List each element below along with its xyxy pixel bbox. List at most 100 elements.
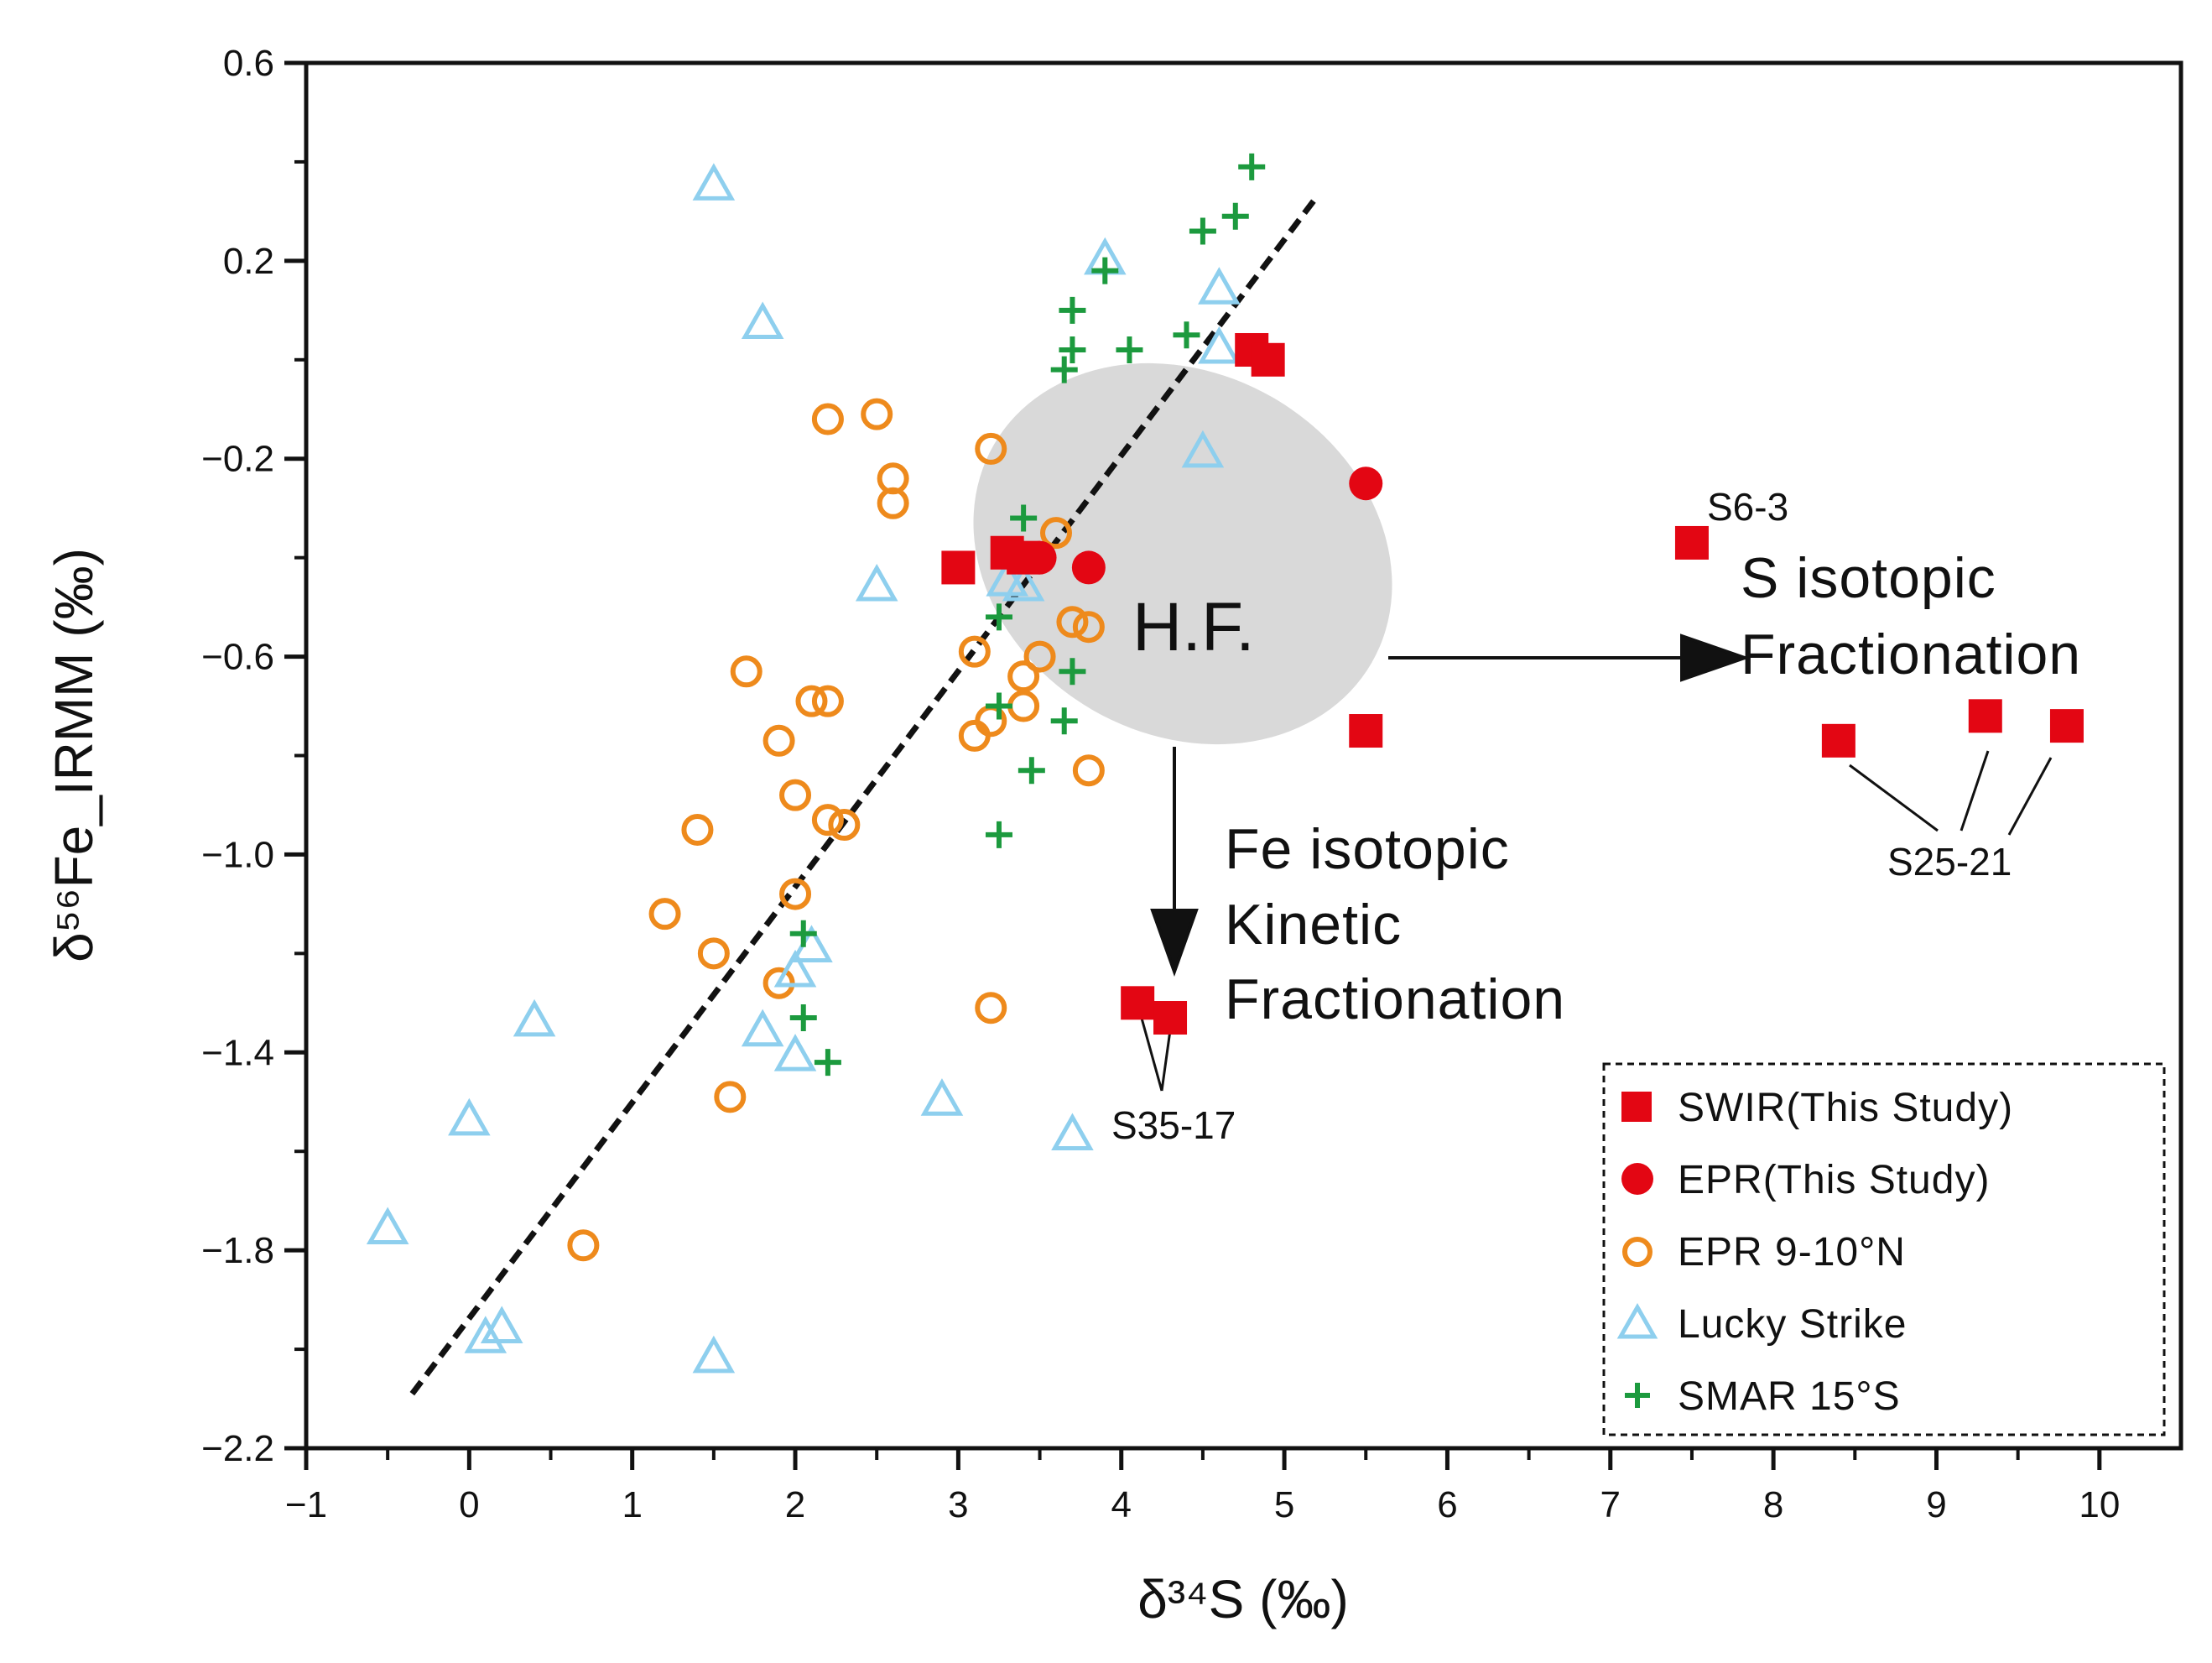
point-swir-this-study: [941, 550, 976, 585]
leader-s25-c: [2007, 757, 2053, 836]
point-lucky-strike: [773, 1034, 817, 1071]
legend-smar-marker: [1625, 1383, 1650, 1408]
x-tick-label: 1: [622, 1484, 642, 1525]
legend-smar-label: SMAR 15°S: [1678, 1374, 1901, 1419]
point-epr-9-10-n: [697, 937, 730, 970]
point-smar-15-s: [985, 692, 1012, 720]
point-epr-9-10-n: [1072, 754, 1105, 787]
point-smar-15-s: [1059, 296, 1086, 324]
point-lucky-strike: [692, 1335, 736, 1374]
point-smar-15-s: [1173, 321, 1200, 349]
point-smar-15-s: [1010, 504, 1038, 532]
point-epr-9-10-n: [648, 898, 681, 931]
point-epr-9-10-n: [779, 779, 812, 811]
point-lucky-strike: [773, 949, 817, 988]
y-tick-label: −2.2: [201, 1428, 274, 1469]
point-smar-15-s: [985, 821, 1012, 848]
x-tick-label: 5: [1274, 1484, 1294, 1525]
point-smar-15-s: [814, 1049, 841, 1077]
legend-swir-marker: [1621, 1092, 1652, 1122]
point-epr-9-10-n: [567, 1229, 600, 1262]
point-smar-15-s: [1091, 257, 1119, 284]
s-fractionation-label-line2: Fractionation: [1741, 623, 2081, 686]
point-epr-9-10-n: [811, 804, 844, 837]
point-smar-15-s: [1189, 217, 1216, 245]
point-epr-9-10-n: [730, 655, 762, 688]
point-swir-this-study: [1251, 342, 1285, 377]
point-smar-15-s: [1059, 336, 1086, 363]
point-epr-9-10-n: [1007, 660, 1040, 693]
point-swir-this-study: [2049, 709, 2084, 743]
point-swir-this-study: [1821, 723, 1855, 758]
point-lucky-strike: [464, 1316, 507, 1353]
point-epr-9-10-n: [762, 724, 795, 757]
point-swir-this-study: [1349, 714, 1383, 748]
fe-arrowhead: [1150, 909, 1199, 977]
point-epr-9-10-n: [975, 432, 1007, 465]
point-smar-15-s: [789, 920, 817, 947]
point-epr-9-10-n: [1040, 517, 1072, 550]
point-lucky-strike: [1198, 326, 1241, 364]
point-swir-this-study: [1007, 540, 1041, 575]
data-points: [366, 153, 2084, 1374]
point-smar-15-s: [1238, 153, 1266, 180]
x-tick-label: 3: [948, 1484, 968, 1525]
point-epr-9-10-n: [1056, 606, 1089, 639]
point-epr-9-10-n: [1072, 611, 1105, 644]
s-fractionation-label-line1: S isotopic: [1741, 546, 1996, 610]
point-epr-9-10-n: [795, 685, 828, 717]
point-smar-15-s: [1050, 707, 1078, 735]
legend-epr9-marker: [1622, 1237, 1652, 1267]
point-lucky-strike: [1198, 267, 1241, 305]
point-epr-this-study: [1071, 550, 1106, 585]
point-swir-this-study: [1121, 986, 1155, 1020]
point-epr-9-10-n: [877, 487, 909, 519]
legend-swir-label: SWIR(This Study): [1678, 1086, 2013, 1130]
y-tick-label: 0.6: [223, 43, 274, 84]
x-tick-label: 7: [1600, 1484, 1621, 1525]
point-lucky-strike: [692, 163, 736, 201]
legend-epr-marker: [1621, 1163, 1653, 1195]
annotation-arrows: [1150, 633, 1751, 977]
legend-lucky-marker: [1616, 1302, 1658, 1339]
legend: SWIR(This Study) EPR(This Study) EPR 9-1…: [1602, 1062, 2166, 1436]
point-smar-15-s: [1050, 356, 1078, 383]
hf-label: H.F.: [1132, 589, 1255, 665]
legend-box: [1602, 1062, 2166, 1436]
y-tick-label: 0.2: [223, 241, 274, 282]
y-tick-label: −0.2: [201, 439, 274, 480]
point-smar-15-s: [1221, 202, 1249, 230]
s-arrowhead: [1680, 633, 1751, 682]
point-epr-9-10-n: [1023, 640, 1056, 673]
point-smar-15-s: [1116, 336, 1143, 363]
x-tick-label: −1: [285, 1484, 327, 1525]
legend-lucky-label: Lucky Strike: [1678, 1302, 1907, 1347]
point-lucky-strike: [741, 301, 784, 340]
fe-fractionation-label-line2: Kinetic: [1225, 893, 1402, 957]
point-swir-this-study: [1674, 525, 1709, 560]
x-tick-label: 10: [2079, 1484, 2120, 1525]
point-epr-9-10-n: [811, 685, 844, 717]
y-tick-label: −0.6: [201, 637, 274, 678]
y-tick-label: −1.0: [201, 834, 274, 875]
fe-fractionation-label-line1: Fe isotopic: [1225, 817, 1510, 881]
x-tick-label: 8: [1763, 1484, 1783, 1525]
x-axis-title: δ³⁴S (‰): [1137, 1569, 1349, 1629]
fe-fractionation-label-line3: Fractionation: [1225, 967, 1565, 1031]
y-tick-label: −1.4: [201, 1032, 274, 1073]
point-epr-9-10-n: [779, 878, 812, 910]
sample-label-s6-3: S6-3: [1707, 485, 1788, 529]
point-smar-15-s: [985, 603, 1012, 631]
leader-lines: [1139, 750, 2053, 1092]
point-lucky-strike: [480, 1306, 523, 1343]
point-lucky-strike: [920, 1078, 964, 1116]
point-smar-15-s: [1059, 658, 1086, 686]
point-lucky-strike: [1051, 1113, 1094, 1151]
point-epr-9-10-n: [861, 398, 893, 430]
sample-label-s35-17: S35-17: [1111, 1103, 1236, 1147]
point-lucky-strike: [1002, 563, 1045, 602]
point-epr-9-10-n: [975, 992, 1007, 1024]
point-epr-9-10-n: [681, 813, 714, 846]
point-epr-this-study: [1349, 467, 1383, 501]
